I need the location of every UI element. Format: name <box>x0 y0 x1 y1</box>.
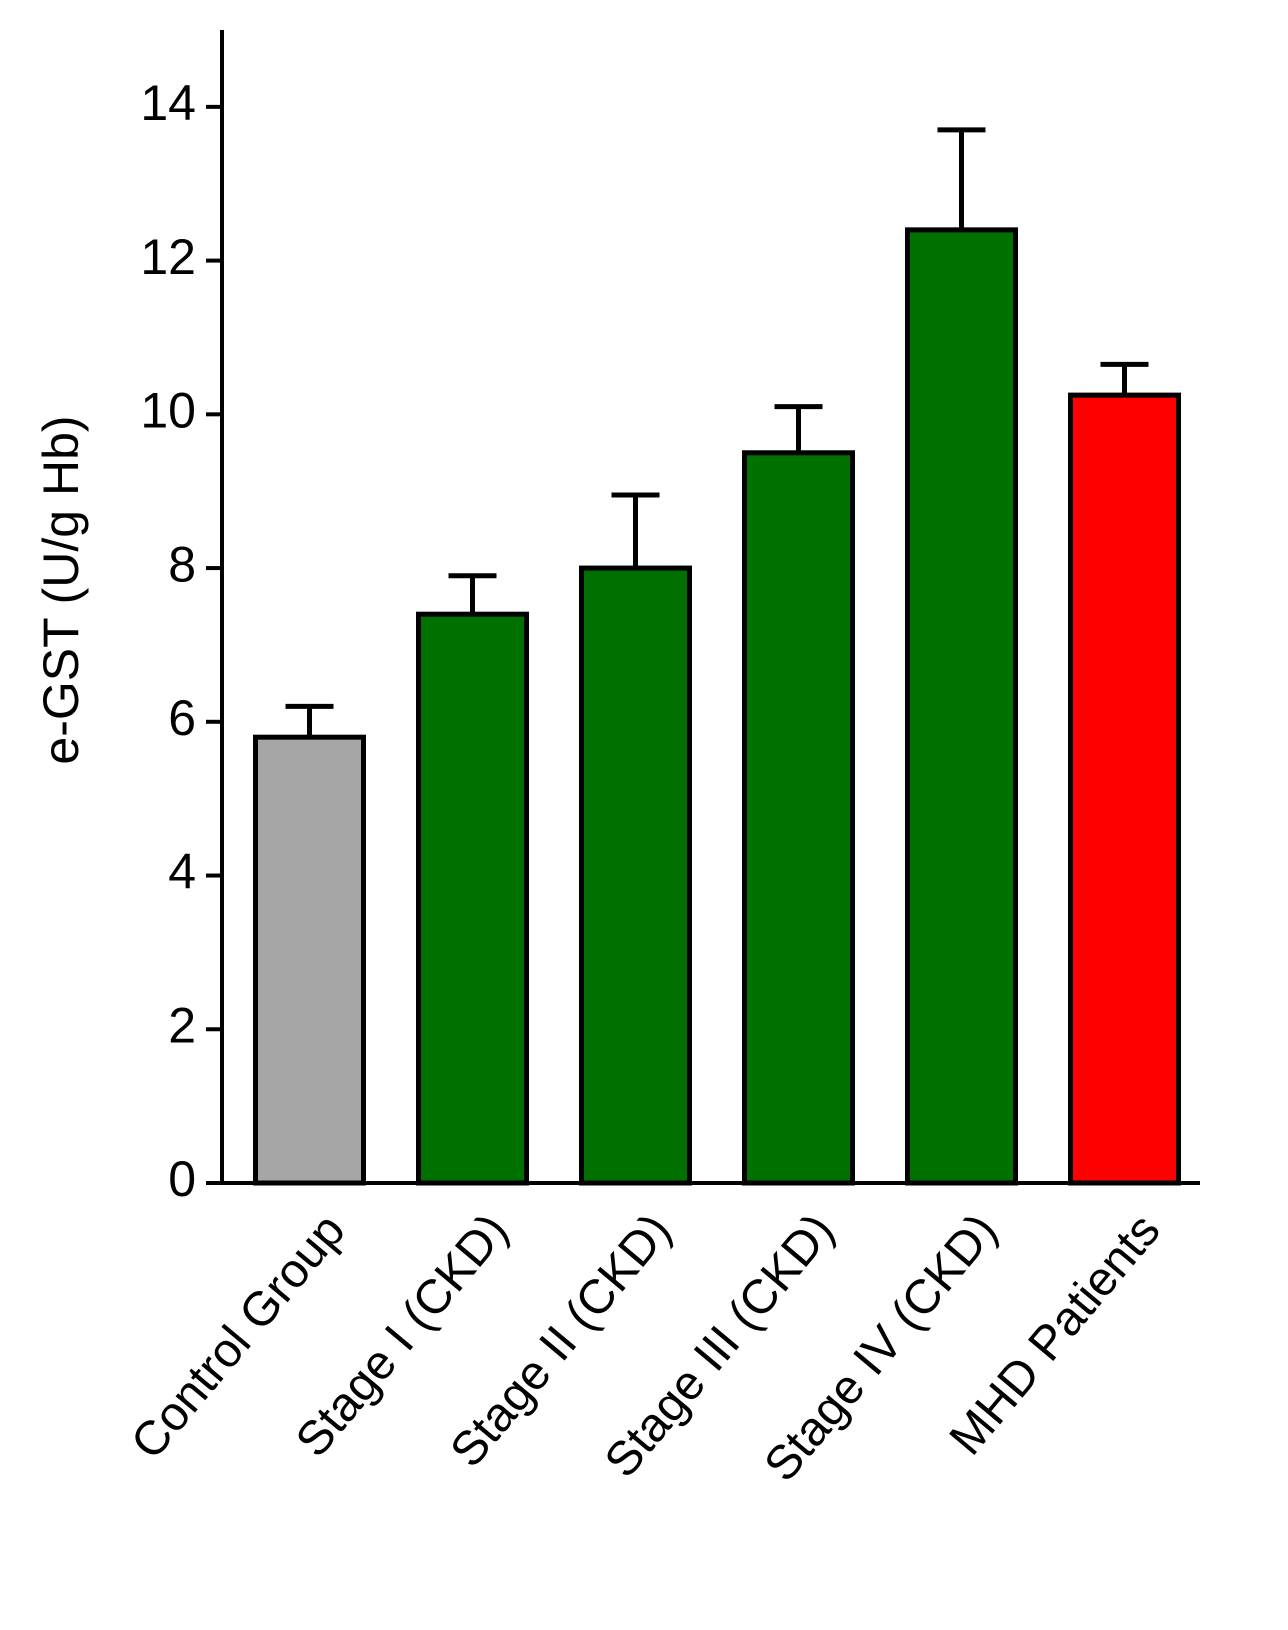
y-tick-label: 6 <box>168 690 196 746</box>
y-tick-label: 10 <box>140 383 196 439</box>
y-tick-label: 12 <box>140 229 196 285</box>
bar <box>253 734 366 1186</box>
bar <box>416 611 529 1186</box>
y-tick-label: 8 <box>168 536 196 592</box>
y-tick-label: 2 <box>168 997 196 1053</box>
bar <box>742 450 855 1186</box>
y-tick-label: 4 <box>168 844 196 900</box>
bar <box>579 565 692 1186</box>
bar <box>905 227 1018 1186</box>
y-tick-label: 14 <box>140 75 196 131</box>
y-axis-label: e-GST (U/g Hb) <box>33 415 89 764</box>
bar <box>1068 392 1181 1186</box>
y-tick-label: 0 <box>168 1151 196 1207</box>
